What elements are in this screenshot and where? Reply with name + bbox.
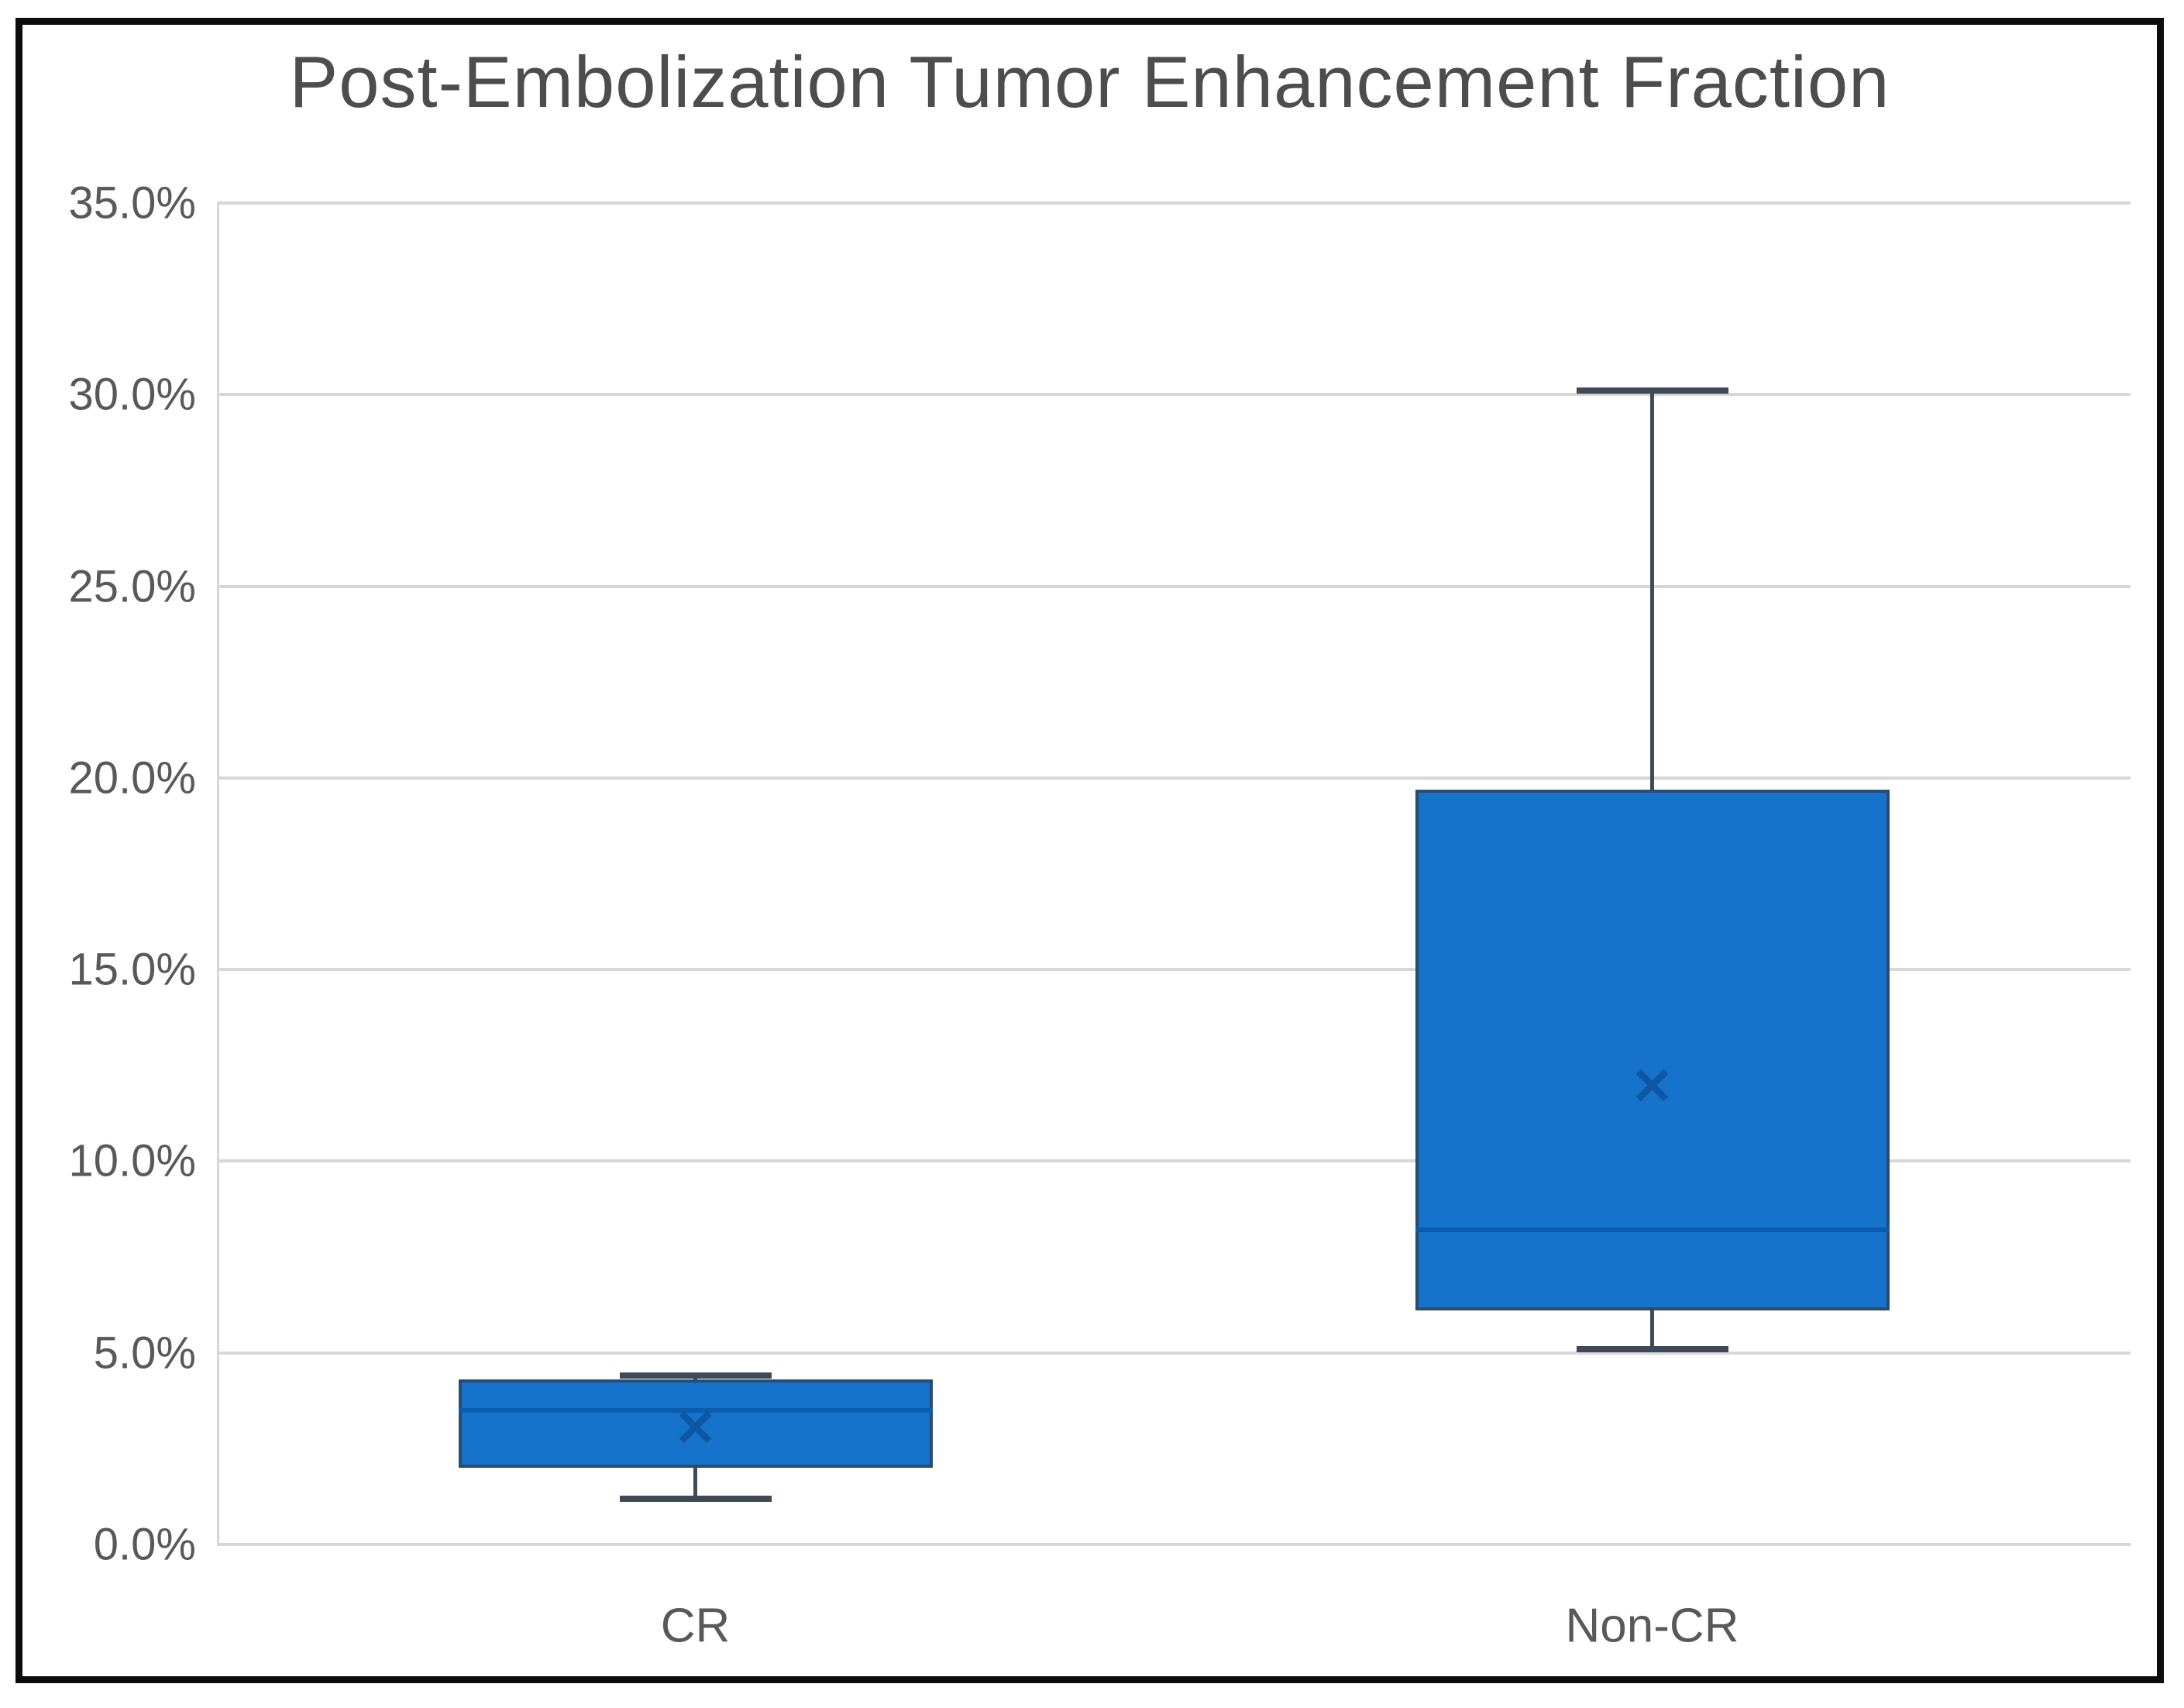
min-cap-CR <box>619 1495 772 1502</box>
y-tick-label: 15.0% <box>68 944 196 995</box>
y-tick-label: 0.0% <box>93 1519 196 1570</box>
mean-marker-CR: ✕ <box>673 1398 717 1456</box>
gridline-0.0% <box>217 1543 2131 1546</box>
y-tick-label: 25.0% <box>68 561 196 612</box>
y-tick-label: 10.0% <box>68 1135 196 1186</box>
gridline-10.0% <box>217 1159 2131 1163</box>
lower-whisker-Non-CR <box>1650 1310 1654 1349</box>
upper-whisker-Non-CR <box>1650 391 1654 790</box>
y-tick-label: 35.0% <box>68 177 196 229</box>
mean-marker-Non-CR: ✕ <box>1630 1057 1674 1115</box>
median-line-CR <box>458 1407 933 1413</box>
y-tick-label: 5.0% <box>93 1327 196 1379</box>
min-cap-Non-CR <box>1576 1345 1728 1352</box>
gridline-5.0% <box>217 1351 2131 1355</box>
gridline-25.0% <box>217 584 2131 588</box>
y-tick-label: 30.0% <box>68 369 196 420</box>
max-cap-CR <box>619 1372 772 1379</box>
lower-whisker-CR <box>693 1468 697 1499</box>
box-CR <box>458 1379 933 1469</box>
x-category-label-CR: CR <box>660 1599 731 1653</box>
gridline-20.0% <box>217 776 2131 780</box>
box-Non-CR <box>1415 789 1890 1311</box>
y-tick-label: 20.0% <box>68 752 196 804</box>
gridline-30.0% <box>217 393 2131 397</box>
gridline-15.0% <box>217 968 2131 972</box>
y-axis-line <box>217 203 219 1544</box>
max-cap-Non-CR <box>1576 387 1728 394</box>
median-line-Non-CR <box>1415 1228 1890 1233</box>
chart-title: Post-Embolization Tumor Enhancement Frac… <box>289 41 1890 122</box>
gridline-35.0% <box>217 201 2131 205</box>
x-category-label-Non-CR: Non-CR <box>1565 1599 1739 1653</box>
